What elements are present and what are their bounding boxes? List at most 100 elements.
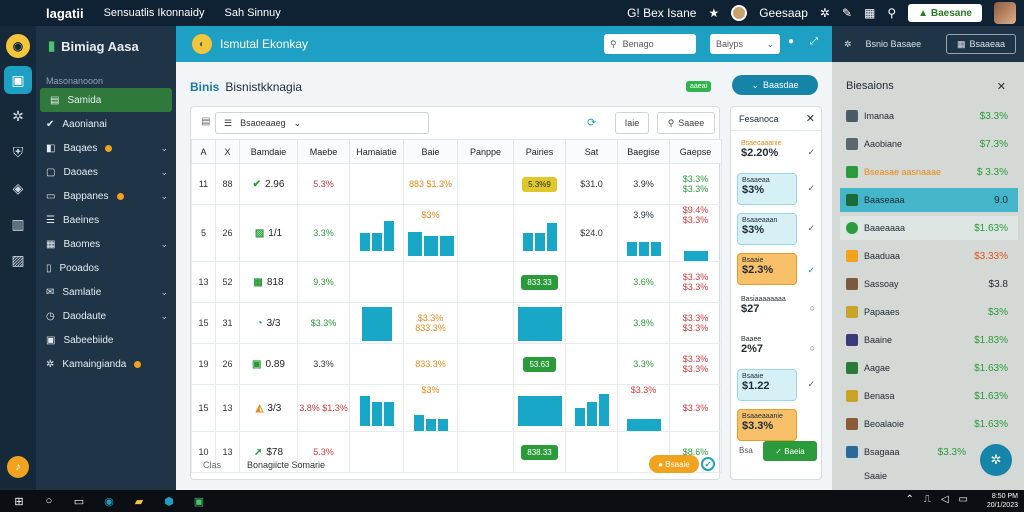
drawer-item[interactable]: Benasa $1.63%	[840, 384, 1018, 408]
footer-left-label[interactable]: Clas	[203, 460, 222, 470]
drawer-item[interactable]: Baaine $1.83%	[840, 328, 1018, 352]
notification-card[interactable]: Bsaecaaanie $2.20%	[737, 137, 797, 169]
table-row[interactable]: 15 31 ◔ 3/3 $3.3% $3.3% 833.3% 3.8% $3.3%…	[191, 302, 722, 344]
column-header[interactable]: Baegise	[617, 139, 670, 164]
check-icon[interactable]: ✓	[807, 223, 815, 233]
notification-card[interactable]: Baaee 2%7	[737, 333, 797, 365]
column-header[interactable]: Baie	[403, 139, 458, 164]
settings-icon[interactable]: ✲	[12, 107, 24, 124]
column-header[interactable]: Bamdaie	[239, 139, 298, 164]
notification-card[interactable]: Bsaaeaa $3%	[737, 173, 797, 205]
filter-select[interactable]: Baiyps ⌄	[710, 34, 780, 54]
sidebar-item-12[interactable]: ✲ Kamaingianda	[36, 352, 176, 376]
drawer-item-selected[interactable]: Baaseaaa 9.0	[840, 188, 1018, 212]
sidebar-item-3[interactable]: ◧ Baqaes ⌄	[46, 142, 168, 154]
column-header[interactable]: Sat	[565, 139, 618, 164]
close-icon[interactable]: ✕	[996, 81, 1006, 93]
check-circle-icon[interactable]: ✔	[701, 457, 715, 471]
battery-icon[interactable]: ▭	[958, 494, 968, 505]
notification-card[interactable]: Bsaaie $1.22	[737, 369, 797, 401]
app-logo[interactable]: lagatii	[46, 5, 84, 21]
app-icon-1[interactable]: ◉	[104, 495, 114, 508]
check-icon[interactable]: ✓	[807, 147, 815, 157]
table-row[interactable]: 5 26 ▨ 1/1 3.3% $3% $24.0 3.9% $9.4% $3.3…	[191, 204, 722, 262]
volume-icon[interactable]: ◁	[940, 494, 949, 505]
building-icon[interactable]: ▥	[11, 215, 25, 232]
column-header[interactable]: Maebe	[297, 139, 350, 164]
notification-bell-icon[interactable]: ♪	[7, 456, 29, 478]
sidebar-item-1[interactable]: ▤ Samida	[40, 88, 172, 112]
search-icon[interactable]: ⚲	[887, 6, 897, 20]
calendar-icon[interactable]: ▦	[864, 6, 876, 20]
drawer-settings-icon[interactable]: ✲	[844, 38, 852, 49]
sidebar-item-10[interactable]: ◷ Daodaute ⌄	[46, 310, 168, 322]
drawer-item[interactable]: Aaobiane $7.3%	[840, 132, 1018, 156]
drawer-item[interactable]: Sassoay $3.8	[840, 272, 1018, 296]
user-avatar[interactable]	[994, 2, 1016, 24]
search-input[interactable]: ⚲ Benago	[604, 34, 696, 54]
top-right-text[interactable]: G! Bex Isane	[627, 6, 697, 20]
shield-icon[interactable]: ⛨	[12, 143, 24, 160]
drawer-item[interactable]: Beoalaoie $1.63%	[840, 412, 1018, 436]
value-chip[interactable]: 5.3%9	[522, 176, 557, 192]
column-header[interactable]: Panppe	[457, 139, 514, 164]
top-action-button[interactable]: ▲ Baesane	[908, 4, 982, 22]
radio-icon[interactable]: ○	[809, 303, 815, 313]
table-row[interactable]: 11 88 ✔ 2.96 5.3% 883 $1.3% 5.3%9 $31.0 3…	[191, 163, 722, 205]
column-header[interactable]: Pairies	[513, 139, 566, 164]
notifications-action-button[interactable]: ✓ Baeia	[763, 441, 817, 461]
drawer-item[interactable]: Saaie	[864, 471, 888, 481]
windows-start-icon[interactable]: ⊞	[14, 495, 24, 508]
toolbar-button-1[interactable]: Iaie	[615, 112, 649, 134]
column-header[interactable]: Hamaiatie	[349, 139, 404, 164]
profile-name[interactable]: Geesaap	[759, 6, 808, 20]
radio-icon[interactable]: ○	[809, 343, 815, 353]
sidebar-item-11[interactable]: ▣ Sabeebiide	[46, 334, 114, 346]
floating-action-gear-icon[interactable]: ✲	[980, 444, 1012, 476]
sidebar-item-8[interactable]: ▯ Pooados	[46, 262, 99, 274]
notification-card[interactable]: Bsaaeaaan $3%	[737, 213, 797, 245]
close-icon[interactable]: ✕	[805, 113, 815, 125]
chart-icon[interactable]: ▨	[11, 251, 25, 268]
expand-icon[interactable]: ⤢	[810, 36, 818, 47]
top-nav-item-1[interactable]: Sensuatlis Ikonnaidy	[103, 7, 205, 19]
network-icon[interactable]: ⎍	[923, 494, 931, 505]
app-icon-2[interactable]: ⬢	[164, 495, 174, 508]
drawer-item[interactable]: Papaaes $3%	[840, 300, 1018, 324]
sidebar-item-7[interactable]: ▦ Baomes ⌄	[46, 238, 168, 250]
store-icon[interactable]: ▣	[193, 495, 205, 508]
column-header[interactable]: X	[215, 139, 240, 164]
value-chip[interactable]: 838.33	[521, 444, 558, 460]
table-icon[interactable]: ▤	[201, 116, 211, 127]
sidebar-brand[interactable]: ▮ Bimiag Aasa	[48, 38, 139, 54]
search-circle-icon[interactable]: ○	[45, 495, 53, 507]
drawer-item[interactable]: Bseasae aasnaaae $ 3.3%	[840, 160, 1018, 184]
drawer-item[interactable]: Baaeaaaa $1.63%	[840, 216, 1018, 240]
top-nav-item-2[interactable]: Sah Sinnuy	[224, 7, 281, 19]
table-row[interactable]: 19 26 ▣ 0.89 3.3% 833.3% 53.63 3.3% $3.3%…	[191, 343, 722, 385]
primary-button[interactable]: ⌄ Baasdae	[732, 75, 818, 95]
sidebar-item-5[interactable]: ▭ Bappanes ⌄	[46, 190, 168, 202]
task-view-icon[interactable]: ▭	[73, 495, 85, 508]
notification-card[interactable]: Bsaaie $2.3%	[737, 253, 797, 285]
sidebar-item-2[interactable]: ✔ Aaonianai	[46, 118, 107, 130]
dashboard-icon[interactable]: ▣	[4, 66, 32, 94]
drawer-item[interactable]: Imanaa $3.3%	[840, 104, 1018, 128]
sidebar-item-6[interactable]: ☰ Baeines	[46, 214, 100, 226]
check-icon[interactable]: ✓	[807, 265, 815, 275]
notification-card[interactable]: Basiaaaaaaaa $27	[737, 293, 797, 325]
footer-action-button[interactable]: ● Bsaaie	[649, 455, 699, 473]
folder-icon[interactable]: ▰	[134, 495, 144, 508]
filter-input[interactable]: ☰ Bsaoeaaeg ⌄	[215, 112, 429, 134]
column-header[interactable]: Gaepse	[669, 139, 722, 164]
sidebar-item-4[interactable]: ▢ Daoaes ⌄	[46, 166, 168, 178]
settings-gear-icon[interactable]: ✲	[819, 6, 830, 20]
drawer-head-button[interactable]: ▦ Bsaaeaa	[946, 34, 1016, 54]
chevron-up-icon[interactable]: ⌃	[905, 494, 914, 505]
value-chip[interactable]: 833.33	[521, 274, 558, 290]
star-icon[interactable]: ★	[708, 6, 720, 20]
toolbar-button-2[interactable]: ⚲ Saaee	[657, 112, 715, 134]
refresh-icon[interactable]: ⟳	[587, 117, 597, 129]
column-header[interactable]: A	[191, 139, 216, 164]
pin-icon[interactable]: ✎	[841, 6, 853, 20]
